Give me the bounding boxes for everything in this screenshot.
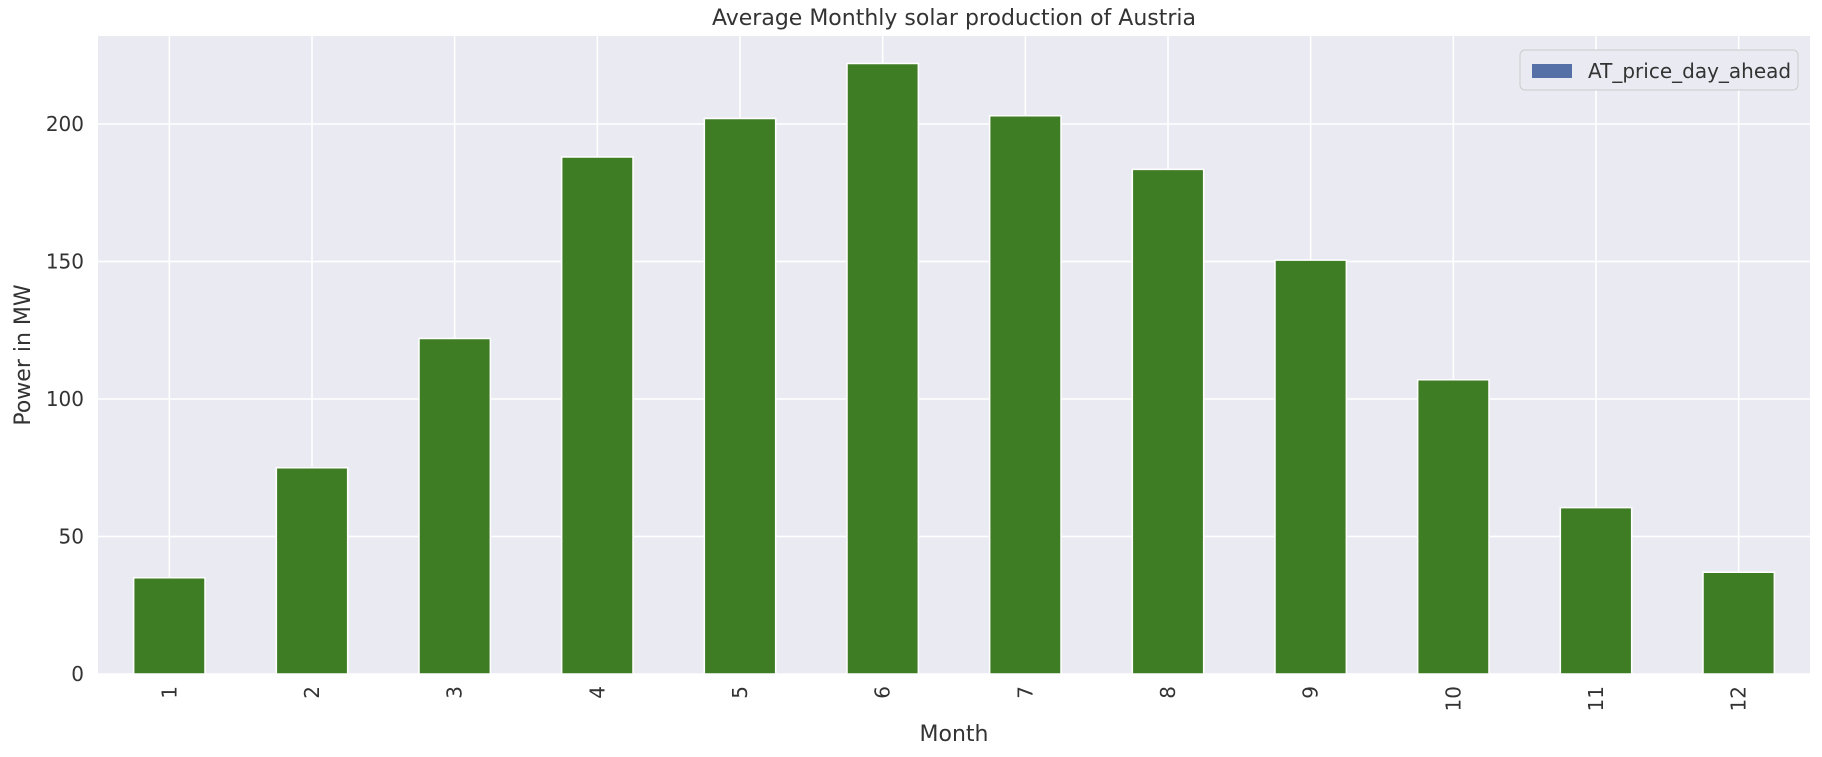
y-tick-label: 200 [46, 112, 84, 136]
y-tick-label: 0 [71, 662, 84, 686]
bar-month-12 [1702, 571, 1776, 675]
bar-month-8 [1131, 168, 1205, 675]
y-axis-label: Power in MW [11, 284, 36, 426]
bar-month-3 [418, 337, 492, 675]
x-tick-label: 9 [1299, 686, 1323, 699]
x-tick-label: 1 [157, 686, 181, 699]
x-tick-label: 7 [1013, 686, 1037, 699]
y-tick-label: 50 [59, 525, 84, 549]
legend: AT_price_day_ahead [1519, 49, 1799, 91]
x-tick-label: 5 [728, 686, 752, 699]
legend-label: AT_price_day_ahead [1588, 59, 1791, 83]
x-axis-label: Month [920, 722, 989, 747]
x-tick-label: 3 [443, 686, 467, 699]
y-tick-label: 150 [46, 250, 84, 274]
bar-month-5 [703, 117, 777, 675]
x-tick-label: 6 [871, 686, 895, 699]
x-tick-label: 12 [1727, 686, 1751, 711]
x-tick-label: 2 [300, 686, 324, 699]
bar-month-4 [560, 156, 634, 675]
y-tick-label: 100 [46, 387, 84, 411]
chart-title: Average Monthly solar production of Aust… [712, 6, 1196, 31]
x-tick-label: 10 [1441, 686, 1465, 711]
x-tick-labels: 1 2 3 4 5 6 7 8 9 10 11 12 [157, 686, 1750, 711]
bars [132, 62, 1776, 675]
y-tick-labels: 0 50 100 150 200 [46, 112, 84, 686]
bar-month-11 [1559, 506, 1633, 675]
legend-box [1519, 49, 1799, 91]
x-tick-label: 11 [1584, 686, 1608, 711]
bar-month-7 [988, 115, 1062, 675]
bar-month-2 [275, 467, 349, 675]
bar-month-10 [1416, 379, 1490, 675]
x-tick-label: 4 [585, 686, 609, 699]
plot-background [98, 36, 1810, 674]
bar-month-9 [1274, 259, 1348, 675]
legend-swatch [1532, 64, 1572, 78]
bar-month-6 [846, 62, 920, 675]
x-tick-label: 8 [1156, 686, 1180, 699]
bar-month-1 [132, 577, 206, 675]
